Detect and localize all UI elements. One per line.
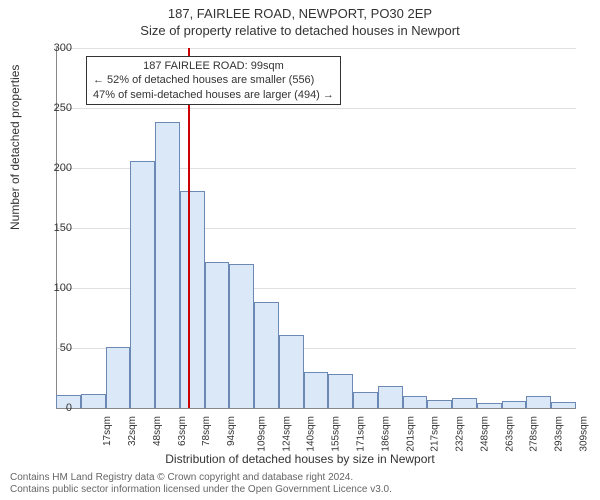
xtick-label: 232sqm	[455, 416, 466, 452]
xtick-label: 140sqm	[306, 416, 317, 452]
histogram-bar	[477, 403, 502, 408]
histogram-bar	[106, 347, 131, 408]
ytick-label: 100	[32, 282, 72, 294]
xtick-label: 32sqm	[127, 416, 138, 446]
xtick-label: 63sqm	[177, 416, 188, 446]
xtick-label: 186sqm	[380, 416, 391, 452]
histogram-bar	[180, 191, 205, 408]
xtick-label: 293sqm	[554, 416, 565, 452]
histogram-bar	[81, 394, 106, 408]
title-subtitle: Size of property relative to detached ho…	[0, 21, 600, 38]
ytick-label: 0	[32, 402, 72, 414]
footer-attribution: Contains HM Land Registry data © Crown c…	[10, 472, 392, 496]
xtick-label: 278sqm	[529, 416, 540, 452]
xtick-label: 217sqm	[430, 416, 441, 452]
x-axis-title: Distribution of detached houses by size …	[0, 452, 600, 466]
xtick-label: 17sqm	[102, 416, 113, 446]
xtick-label: 263sqm	[504, 416, 515, 452]
ytick-label: 250	[32, 102, 72, 114]
histogram-bar	[254, 302, 279, 408]
histogram-bar	[403, 396, 428, 408]
histogram-bar	[205, 262, 230, 408]
histogram-bar	[427, 400, 452, 408]
xtick-label: 309sqm	[578, 416, 589, 452]
histogram-bar	[526, 396, 551, 408]
ytick-label: 150	[32, 222, 72, 234]
footer-line2: Contains public sector information licen…	[10, 484, 392, 496]
annotation-line2: ← 52% of detached houses are smaller (55…	[93, 73, 334, 87]
histogram-bar	[279, 335, 304, 408]
histogram-bar	[229, 264, 254, 408]
xtick-label: 155sqm	[331, 416, 342, 452]
xtick-label: 201sqm	[405, 416, 416, 452]
gridline	[56, 108, 576, 109]
xtick-label: 109sqm	[257, 416, 268, 452]
xtick-label: 124sqm	[281, 416, 292, 452]
histogram-bar	[452, 398, 477, 408]
xtick-label: 248sqm	[479, 416, 490, 452]
annotation-box: 187 FAIRLEE ROAD: 99sqm← 52% of detached…	[86, 56, 341, 105]
y-axis-label: Number of detached properties	[8, 65, 22, 230]
xtick-label: 78sqm	[201, 416, 212, 446]
histogram-bar	[353, 392, 378, 408]
xtick-label: 94sqm	[226, 416, 237, 446]
histogram-bar	[155, 122, 180, 408]
ytick-label: 50	[32, 342, 72, 354]
title-address: 187, FAIRLEE ROAD, NEWPORT, PO30 2EP	[0, 0, 600, 21]
x-axis-line	[56, 408, 576, 409]
histogram-bar	[130, 161, 155, 408]
annotation-line1: 187 FAIRLEE ROAD: 99sqm	[93, 59, 334, 73]
chart-title-block: 187, FAIRLEE ROAD, NEWPORT, PO30 2EP Siz…	[0, 0, 600, 38]
histogram-bar	[551, 402, 576, 408]
ytick-label: 200	[32, 162, 72, 174]
plot-region: 17sqm32sqm48sqm63sqm78sqm94sqm109sqm124s…	[56, 48, 576, 408]
histogram-bar	[328, 374, 353, 408]
histogram-bar	[378, 386, 403, 408]
xtick-label: 171sqm	[356, 416, 367, 452]
chart-area: 17sqm32sqm48sqm63sqm78sqm94sqm109sqm124s…	[56, 48, 576, 408]
xtick-label: 48sqm	[152, 416, 163, 446]
footer-line1: Contains HM Land Registry data © Crown c…	[10, 472, 392, 484]
gridline	[56, 48, 576, 49]
ytick-label: 300	[32, 42, 72, 54]
annotation-line3: 47% of semi-detached houses are larger (…	[93, 88, 334, 102]
histogram-bar	[304, 372, 329, 408]
histogram-bar	[502, 401, 527, 408]
